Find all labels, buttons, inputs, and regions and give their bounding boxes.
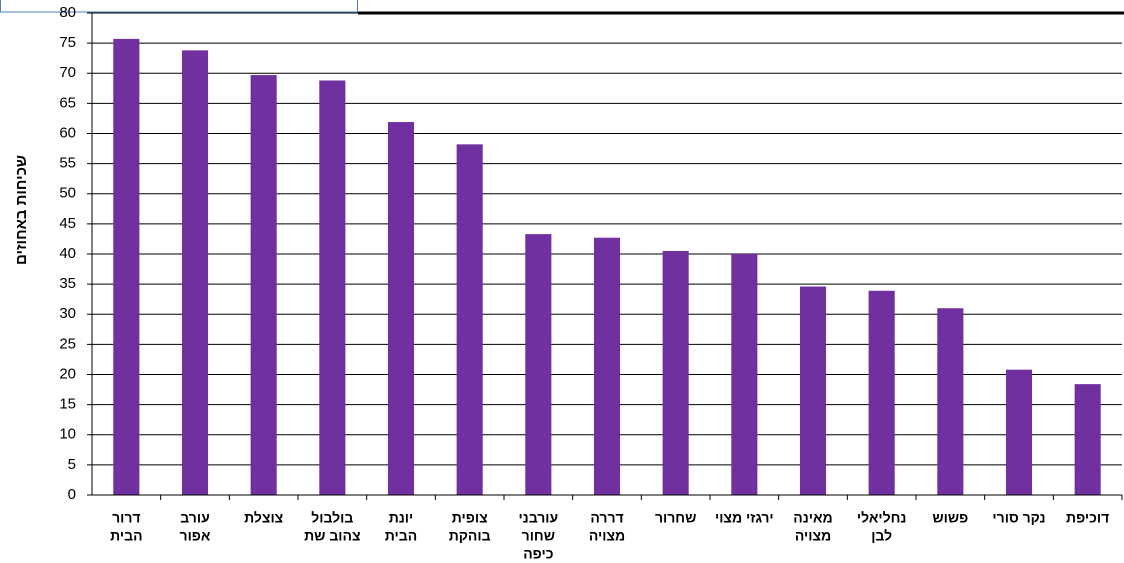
y-tick-label: 45 [59, 215, 76, 232]
x-tick-label: דררה [590, 510, 623, 526]
x-tick-label: לבן [871, 528, 892, 544]
y-tick-label: 65 [59, 94, 76, 111]
y-tick-label: 15 [59, 396, 76, 413]
y-tick-label: 60 [59, 124, 76, 141]
x-tick-label: צופית [452, 510, 488, 526]
y-tick-label: 40 [59, 245, 76, 262]
x-tick-label: אפור [180, 528, 211, 544]
x-tick-label: מצויה [795, 528, 831, 544]
bar [387, 122, 415, 496]
x-tick-label: עורב [180, 510, 210, 526]
y-tick-label: 70 [59, 64, 76, 81]
x-tick-label: עורבני [518, 510, 558, 526]
y-tick-label: 25 [59, 335, 76, 352]
x-tick-label: מאינה [793, 510, 832, 526]
x-tick-label: בוהקת [449, 528, 491, 544]
bar [731, 254, 758, 495]
bar [250, 75, 277, 496]
bar [525, 234, 552, 495]
x-tick-label: נקר סורי [992, 510, 1045, 526]
x-tick-label: מצויה [589, 528, 625, 544]
bar [456, 144, 483, 495]
bar [868, 290, 895, 495]
y-tick-label: 50 [59, 185, 76, 202]
x-tick-label: פשוש [932, 510, 968, 526]
bar [113, 38, 140, 495]
y-tick-label: 30 [59, 305, 76, 322]
overlay-box [0, 0, 358, 13]
y-tick-label: 75 [59, 34, 76, 51]
x-tick-label: שחרור [655, 510, 696, 526]
x-tick-label: צהוב שת [304, 528, 360, 544]
x-tick-label: הבית [385, 528, 417, 544]
bar [593, 237, 621, 496]
bar [1074, 384, 1101, 495]
y-tick-label: 10 [59, 426, 76, 443]
y-tick-label: 35 [59, 275, 76, 292]
x-tick-label: כיפה [523, 546, 553, 562]
x-tick-label: שחור [522, 528, 555, 544]
bar [319, 80, 346, 495]
x-tick-label: בולבול [311, 510, 353, 526]
y-tick-label: 80 [59, 4, 76, 21]
bar [662, 250, 689, 495]
x-tick-label: צוצלת [244, 510, 283, 526]
x-tick-label: דוכיפת [1066, 510, 1109, 526]
y-axis-title: שכיחות באחוזים [13, 155, 30, 265]
bar [1005, 369, 1033, 495]
bar [181, 50, 209, 495]
x-tick-label: ירגזי מצוי [715, 510, 774, 526]
x-tick-label: נחליאלי [857, 510, 907, 526]
x-tick-label: יונת [389, 510, 414, 526]
x-tick-label: דרור [112, 510, 141, 526]
bar [799, 286, 827, 495]
y-tick-label: 20 [59, 365, 76, 382]
y-tick-label: 0 [68, 486, 76, 503]
bar [937, 308, 964, 495]
x-tick-label: הבית [110, 528, 142, 544]
y-tick-label: 55 [59, 155, 76, 172]
y-tick-label: 5 [68, 456, 76, 473]
